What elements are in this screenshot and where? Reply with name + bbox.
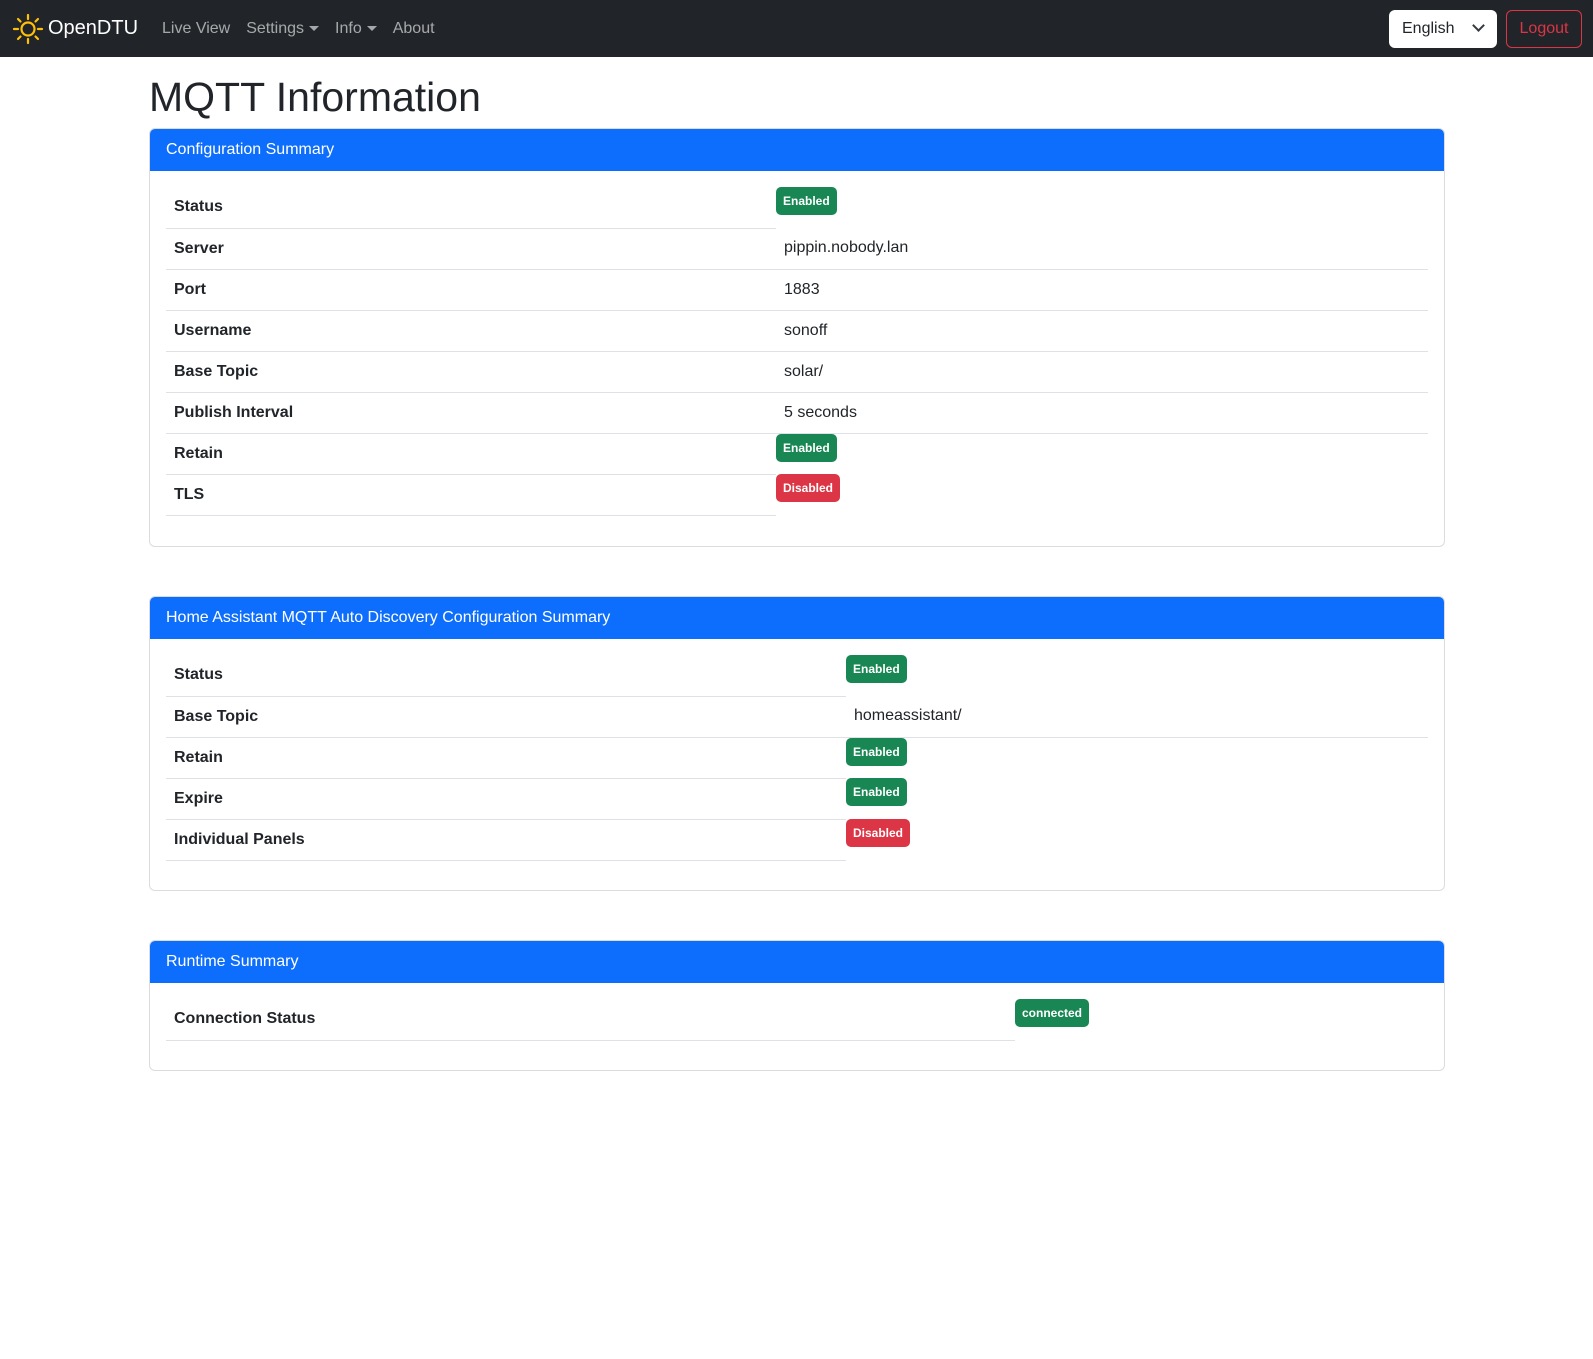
row-value: connected: [1015, 999, 1428, 1040]
table-row: Base Topic solar/: [166, 351, 1428, 393]
row-label: Status: [166, 655, 846, 697]
row-label: TLS: [166, 474, 776, 516]
status-badge: Enabled: [846, 737, 907, 766]
row-value: Enabled: [846, 778, 1428, 819]
row-value: homeassistant/: [846, 696, 1428, 738]
caret-down-icon: [366, 26, 377, 31]
status-badge: Enabled: [846, 778, 907, 806]
ha-summary-card: Home Assistant MQTT Auto Discovery Confi…: [149, 596, 1445, 891]
nav-settings-label: Settings: [246, 19, 305, 37]
row-value: Enabled: [846, 655, 1428, 696]
table-row: Server pippin.nobody.lan: [166, 228, 1428, 270]
row-value: sonoff: [776, 310, 1428, 352]
brand-link[interactable]: OpenDTU: [12, 13, 138, 45]
status-badge: Enabled: [776, 187, 837, 215]
table-row: Connection Status connected: [166, 999, 1428, 1041]
config-table: Status Enabled Server pippin.nobody.lan Port…: [166, 187, 1428, 516]
config-summary-card: Configuration Summary Status Enabled Serve…: [149, 128, 1445, 547]
row-value: Disabled: [846, 819, 1428, 860]
ha-table: Status Enabled Base Topic homeassistant/Ret…: [166, 655, 1428, 861]
table-row: Base Topic homeassistant/: [166, 696, 1428, 738]
language-select[interactable]: English: [1389, 10, 1497, 48]
status-badge: Enabled: [846, 655, 907, 683]
brand-name: OpenDTU: [48, 17, 139, 39]
nav-settings[interactable]: Settings: [246, 19, 320, 38]
table-row: Status Enabled: [166, 655, 1428, 697]
table-row: Retain Enabled: [166, 737, 1428, 779]
nav-info[interactable]: Info: [335, 20, 377, 38]
navbar: OpenDTU Live View Settings Info About En…: [0, 0, 1593, 57]
status-badge: Disabled: [846, 819, 911, 847]
table-row: Status Enabled: [166, 187, 1428, 229]
caret-down-icon: [309, 26, 320, 31]
card-header: Home Assistant MQTT Auto Discovery Confi…: [150, 597, 1444, 639]
nav-about[interactable]: About: [392, 19, 435, 37]
language-value: English: [1402, 20, 1455, 37]
row-label: Connection Status: [166, 999, 1015, 1041]
row-value: 1883: [776, 269, 1428, 311]
row-value: 5 seconds: [776, 392, 1428, 434]
row-value: Enabled: [846, 737, 1428, 778]
row-label: Retain: [166, 433, 776, 475]
row-label: Username: [166, 310, 776, 352]
logout-button[interactable]: Logout: [1506, 10, 1582, 48]
row-value: Disabled: [776, 474, 1428, 515]
runtime-summary-card: Runtime Summary Connection Status connect…: [149, 940, 1445, 1071]
row-label: Port: [166, 269, 776, 311]
table-row: TLS Disabled: [166, 474, 1428, 516]
row-label: Base Topic: [166, 351, 776, 393]
table-row: Retain Enabled: [166, 433, 1428, 475]
page-title: MQTT Information: [149, 74, 481, 120]
row-label: Publish Interval: [166, 392, 776, 434]
table-row: Port 1883: [166, 269, 1428, 311]
sun-icon: [12, 13, 44, 44]
card-header: Runtime Summary: [150, 941, 1444, 983]
chevron-down-icon: [1472, 19, 1485, 32]
row-value: Enabled: [776, 433, 1428, 474]
row-value: solar/: [776, 351, 1428, 393]
nav-live-view[interactable]: Live View: [162, 19, 231, 37]
table-row: Publish Interval 5 seconds: [166, 392, 1428, 434]
row-label: Expire: [166, 778, 846, 820]
row-label: Status: [166, 187, 776, 229]
nav-info-label: Info: [335, 19, 362, 37]
runtime-table: Connection Status connected: [166, 999, 1428, 1041]
row-label: Base Topic: [166, 696, 846, 738]
table-row: Individual Panels Disabled: [166, 819, 1428, 861]
row-value: pippin.nobody.lan: [776, 228, 1428, 270]
table-row: Username sonoff: [166, 310, 1428, 352]
row-label: Retain: [166, 737, 846, 779]
table-row: Expire Enabled: [166, 778, 1428, 820]
row-label: Individual Panels: [166, 819, 846, 861]
card-header: Configuration Summary: [150, 129, 1444, 171]
row-label: Server: [166, 228, 776, 270]
status-badge: Enabled: [776, 433, 837, 462]
status-badge: connected: [1015, 999, 1090, 1027]
status-badge: Disabled: [776, 474, 841, 502]
row-value: Enabled: [776, 187, 1428, 228]
